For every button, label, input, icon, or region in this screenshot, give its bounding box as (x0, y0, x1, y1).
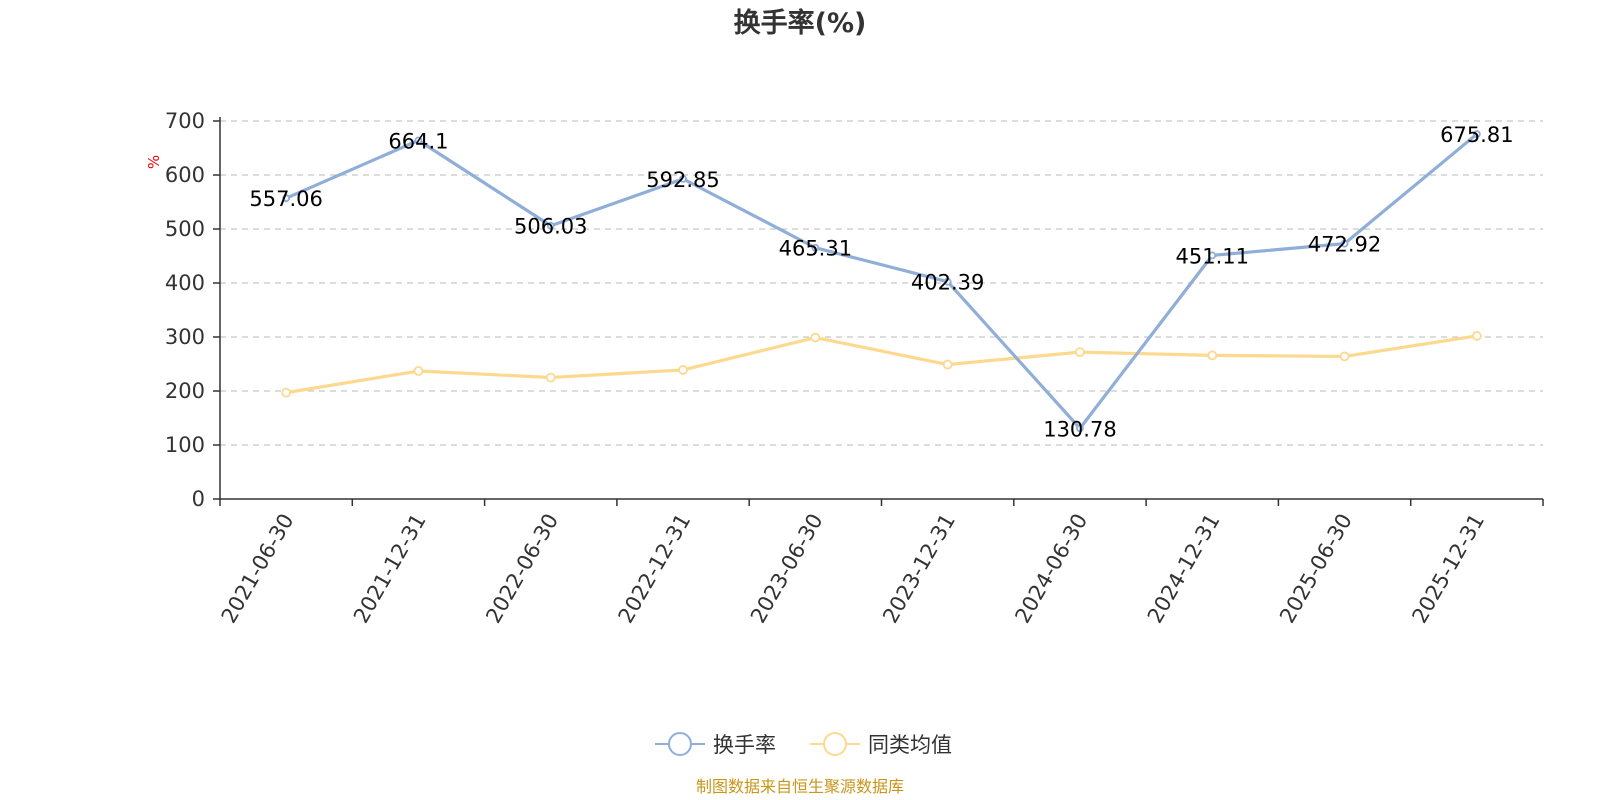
point-peer-avg-4[interactable] (810, 332, 821, 343)
data-label-turnover-4: 465.31 (779, 237, 852, 261)
point-peer-avg-9[interactable] (1471, 331, 1482, 341)
legend-item-peer-avg[interactable]: 同类均值 (810, 732, 952, 757)
x-tick-label-0: 2021-06-30 (217, 510, 299, 628)
y-tick-label-700: 700 (165, 109, 205, 133)
chart-title: 换手率(%) (734, 7, 867, 39)
y-tick-label-500: 500 (165, 217, 205, 241)
legend-marker-peer-avg (823, 732, 847, 756)
point-peer-avg-0[interactable] (281, 387, 292, 398)
data-label-turnover-9: 675.81 (1440, 123, 1513, 147)
grid-lines (220, 120, 1543, 446)
point-turnover-1[interactable] (414, 136, 423, 145)
legend-label-peer-avg: 同类均值 (868, 733, 952, 757)
x-tick-label-3: 2022-12-31 (614, 510, 696, 628)
x-tick-label-8: 2025-06-30 (1275, 510, 1357, 628)
x-tick-label-9: 2025-12-31 (1407, 510, 1489, 628)
point-turnover-0[interactable] (282, 194, 291, 203)
series-line-turnover (285, 132, 1478, 430)
y-tick-label-200: 200 (165, 379, 205, 403)
point-turnover-5[interactable] (943, 277, 952, 286)
data-label-turnover-0: 557.06 (249, 187, 322, 211)
x-tick-label-4: 2023-06-30 (746, 510, 828, 628)
point-peer-avg-3[interactable] (678, 365, 688, 375)
data-labels: 557.06 664.1 506.03 592.85 465.31 402.39 130.7… (249, 123, 1513, 441)
y-tick-label-0: 0 (192, 487, 205, 511)
axes: 0 100 200 300 400 500 600 700 2021-06-30 2021-12-… (165, 109, 1544, 628)
x-tick-label-1: 2021-12-31 (349, 510, 431, 628)
point-turnover-7[interactable] (1208, 251, 1217, 260)
y-axis-unit-label: % (145, 155, 163, 169)
point-turnover-4[interactable] (811, 243, 820, 252)
point-turnover-8[interactable] (1340, 239, 1349, 248)
data-label-turnover-5: 402.39 (911, 271, 984, 295)
data-label-turnover-3: 592.85 (646, 168, 719, 192)
legend-item-turnover[interactable]: 换手率 (655, 732, 776, 757)
data-label-turnover-7: 451.11 (1176, 244, 1249, 268)
x-tick-label-5: 2023-12-31 (878, 510, 960, 628)
data-label-turnover-1: 664.1 (388, 129, 448, 153)
point-peer-avg-6[interactable] (1075, 347, 1085, 358)
series-line-peer-avg (285, 334, 1478, 395)
y-tick-label-400: 400 (165, 271, 205, 295)
source-note: 制图数据来自恒生聚源数据库 (696, 777, 904, 796)
point-peer-avg-2[interactable] (545, 372, 556, 383)
point-peer-avg-5[interactable] (942, 359, 953, 370)
series-lines (281, 130, 1482, 433)
point-peer-avg-7[interactable] (1207, 350, 1218, 361)
point-turnover-3[interactable] (679, 174, 687, 183)
y-tick-label-300: 300 (165, 325, 205, 349)
point-turnover-6[interactable] (1076, 424, 1084, 433)
y-tick-label-600: 600 (165, 163, 205, 187)
point-peer-avg-8[interactable] (1339, 351, 1350, 362)
x-tick-label-6: 2024-06-30 (1010, 510, 1092, 628)
legend-label-turnover: 换手率 (713, 733, 776, 757)
data-label-turnover-6: 130.78 (1043, 417, 1116, 441)
x-tick-label-7: 2024-12-31 (1143, 510, 1225, 628)
data-label-turnover-8: 472.92 (1308, 233, 1381, 257)
x-tick-label-2: 2022-06-30 (481, 510, 563, 628)
point-turnover-9[interactable] (1472, 130, 1481, 138)
point-peer-avg-1[interactable] (413, 366, 424, 376)
y-tick-label-100: 100 (165, 433, 205, 457)
legend-marker-turnover (668, 732, 692, 756)
data-label-turnover-2: 506.03 (514, 215, 587, 239)
legend[interactable]: 换手率 同类均值 (655, 732, 952, 757)
point-turnover-2[interactable] (546, 221, 555, 230)
